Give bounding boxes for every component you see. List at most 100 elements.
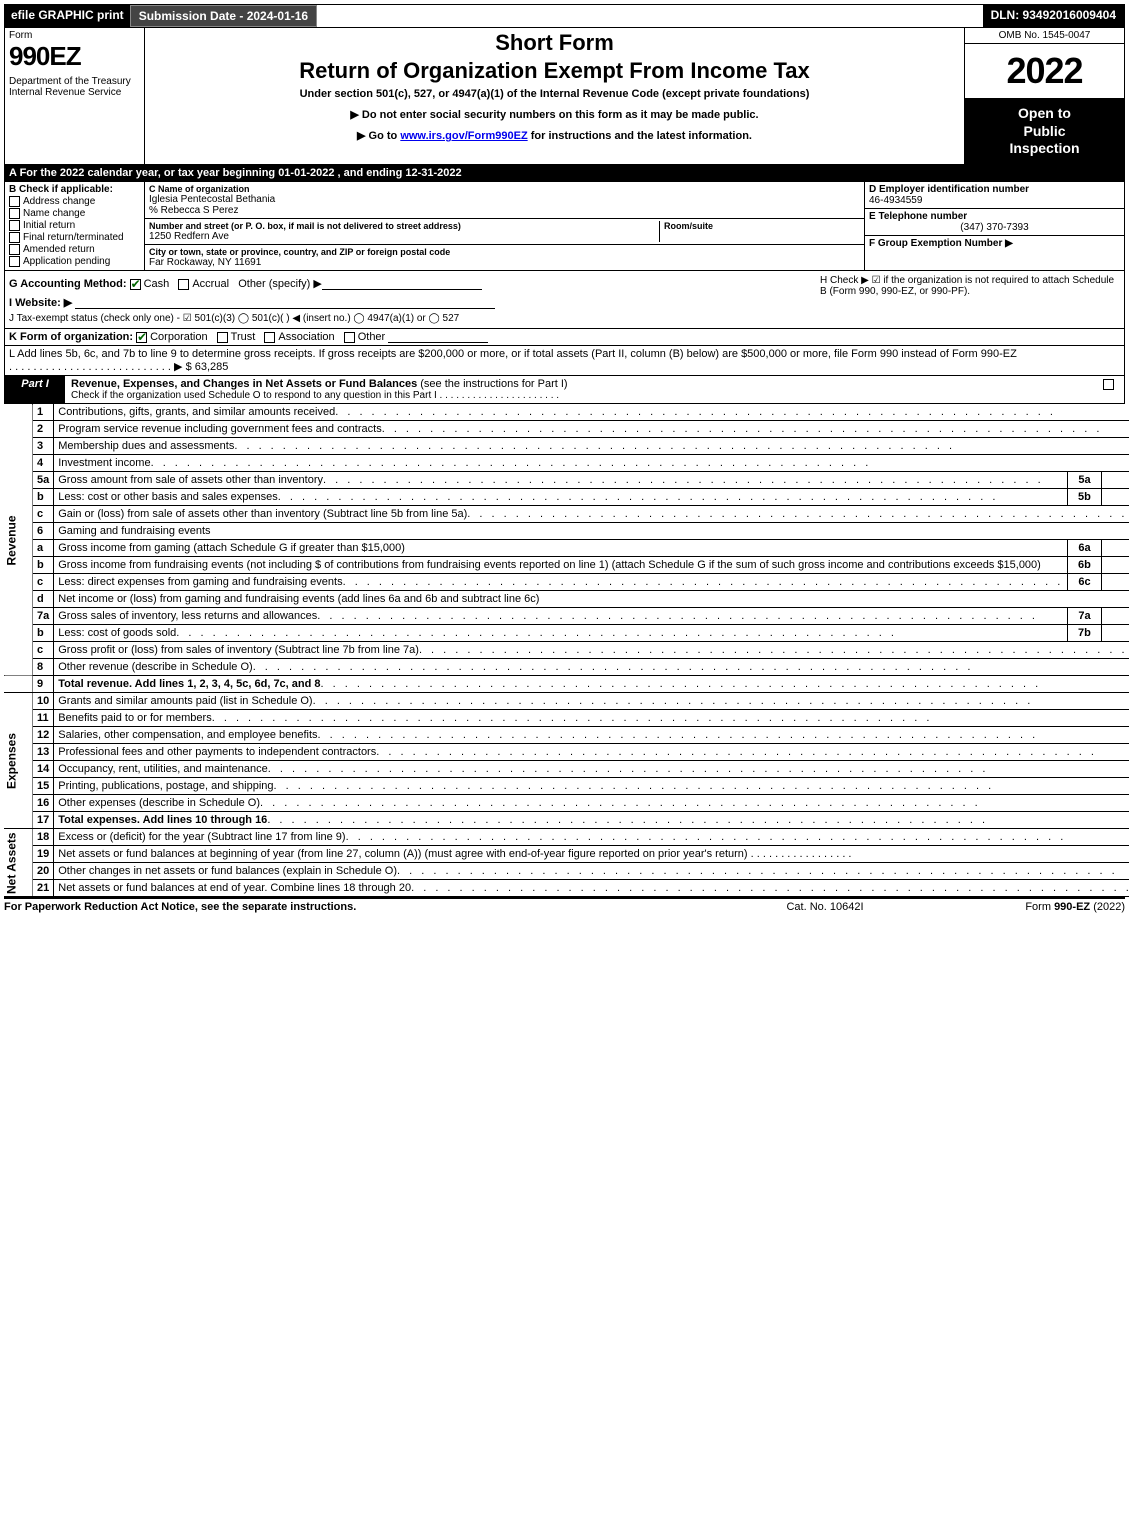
efile-label[interactable]: efile GRAPHIC print bbox=[5, 5, 130, 27]
l10-desc: Grants and similar amounts paid (list in… bbox=[58, 695, 312, 707]
section-ghij: H Check ▶ ☑ if the organization is not r… bbox=[4, 271, 1125, 329]
l6c-desc: Less: direct expenses from gaming and fu… bbox=[58, 576, 342, 588]
k-label: K Form of organization: bbox=[9, 331, 133, 343]
city-row: City or town, state or province, country… bbox=[145, 245, 864, 271]
l5c-num: c bbox=[33, 506, 54, 523]
line-1: Revenue 1 Contributions, gifts, grants, … bbox=[4, 404, 1129, 421]
submission-date-button[interactable]: Submission Date - 2024-01-16 bbox=[130, 5, 317, 27]
irs-link[interactable]: www.irs.gov/Form990EZ bbox=[400, 130, 527, 142]
chk-amended-return[interactable]: Amended return bbox=[9, 244, 140, 255]
org-name-row: C Name of organization Iglesia Pentecost… bbox=[145, 182, 864, 219]
l6d-desc: Net income or (loss) from gaming and fun… bbox=[58, 593, 539, 605]
line-7b: b Less: cost of goods sold 7b bbox=[4, 625, 1129, 642]
l2-desc: Program service revenue including govern… bbox=[58, 423, 381, 435]
l5a-sk: 5a bbox=[1068, 472, 1101, 489]
assoc-label: Association bbox=[278, 331, 334, 343]
goto-post: for instructions and the latest informat… bbox=[528, 130, 752, 142]
l5a-num: 5a bbox=[33, 472, 54, 489]
form-header: Form 990EZ Department of the Treasury In… bbox=[4, 28, 1125, 165]
l21-desc: Net assets or fund balances at end of ye… bbox=[58, 882, 411, 894]
org-name-label: C Name of organization bbox=[149, 184, 860, 194]
phone-label: E Telephone number bbox=[869, 211, 1120, 222]
footer-mid: Cat. No. 10642I bbox=[725, 901, 925, 913]
l19-desc: Net assets or fund balances at beginning… bbox=[58, 848, 747, 860]
l6b-sv bbox=[1101, 557, 1129, 574]
l6b-desc: Gross income from fundraising events (no… bbox=[54, 557, 1068, 574]
row-k: K Form of organization: Corporation Trus… bbox=[4, 329, 1125, 346]
l8-desc: Other revenue (describe in Schedule O) bbox=[58, 661, 252, 673]
g-label: G Accounting Method: bbox=[9, 278, 127, 290]
side-revenue: Revenue bbox=[4, 404, 33, 676]
chk-application-pending[interactable]: Application pending bbox=[9, 256, 140, 267]
part-i-checkbox[interactable] bbox=[1096, 376, 1124, 403]
other-label: Other (specify) ▶ bbox=[238, 278, 322, 290]
l6-num: 6 bbox=[33, 523, 54, 540]
l5b-sk: 5b bbox=[1068, 489, 1101, 506]
side-blank-9 bbox=[4, 676, 33, 693]
l7b-sv bbox=[1101, 625, 1129, 642]
l5a-sv bbox=[1101, 472, 1129, 489]
l6a-desc: Gross income from gaming (attach Schedul… bbox=[54, 540, 1068, 557]
l15-desc: Printing, publications, postage, and shi… bbox=[58, 780, 273, 792]
page-footer: For Paperwork Reduction Act Notice, see … bbox=[4, 897, 1125, 915]
topbar-spacer bbox=[317, 5, 982, 27]
chk-cash[interactable] bbox=[130, 279, 141, 290]
main-title: Return of Organization Exempt From Incom… bbox=[151, 58, 958, 84]
part-i-header: Part I Revenue, Expenses, and Changes in… bbox=[4, 376, 1125, 404]
l6a-num: a bbox=[33, 540, 54, 557]
section-bcdef: B Check if applicable: Address change Na… bbox=[4, 182, 1125, 272]
line-10: Expenses 10 Grants and similar amounts p… bbox=[4, 693, 1129, 710]
website-blank[interactable] bbox=[75, 297, 495, 309]
group-exemption-label: F Group Exemption Number ▶ bbox=[869, 238, 1013, 249]
part-i-paren: (see the instructions for Part I) bbox=[420, 378, 567, 390]
street-label: Number and street (or P. O. box, if mail… bbox=[149, 221, 655, 231]
l6c-num: c bbox=[33, 574, 54, 591]
phone-row: E Telephone number (347) 370-7393 bbox=[865, 209, 1124, 236]
form-word: Form bbox=[9, 30, 140, 41]
phone-value: (347) 370-7393 bbox=[869, 222, 1120, 233]
top-bar: efile GRAPHIC print Submission Date - 20… bbox=[4, 4, 1125, 28]
org-name: Iglesia Pentecostal Bethania bbox=[149, 194, 860, 205]
omb-number: OMB No. 1545-0047 bbox=[965, 28, 1124, 44]
chk-corporation[interactable] bbox=[136, 332, 147, 343]
chk-initial-return[interactable]: Initial return bbox=[9, 220, 140, 231]
l20-num: 20 bbox=[33, 863, 54, 880]
part-i-table: Revenue 1 Contributions, gifts, grants, … bbox=[4, 404, 1129, 897]
header-center: Short Form Return of Organization Exempt… bbox=[145, 28, 964, 164]
other-blank[interactable] bbox=[322, 278, 482, 290]
subtitle: Under section 501(c), 527, or 4947(a)(1)… bbox=[151, 88, 958, 100]
l6a-sk: 6a bbox=[1068, 540, 1101, 557]
goto-notice: ▶ Go to www.irs.gov/Form990EZ for instru… bbox=[151, 129, 958, 142]
chk-address-change[interactable]: Address change bbox=[9, 196, 140, 207]
line-5b: b Less: cost or other basis and sales ex… bbox=[4, 489, 1129, 506]
l7a-num: 7a bbox=[33, 608, 54, 625]
chk-name-change[interactable]: Name change bbox=[9, 208, 140, 219]
chk-final-return[interactable]: Final return/terminated bbox=[9, 232, 140, 243]
l7b-sk: 7b bbox=[1068, 625, 1101, 642]
chk-trust[interactable] bbox=[217, 332, 228, 343]
l6b-sk: 6b bbox=[1068, 557, 1101, 574]
l13-desc: Professional fees and other payments to … bbox=[58, 746, 376, 758]
l7a-sv bbox=[1101, 608, 1129, 625]
l17-desc: Total expenses. Add lines 10 through 16 bbox=[58, 814, 267, 826]
l6c-sv bbox=[1101, 574, 1129, 591]
chk-accrual[interactable] bbox=[178, 279, 189, 290]
l7b-num: b bbox=[33, 625, 54, 642]
open-to-public-box: Open to Public Inspection bbox=[965, 99, 1124, 164]
line-11: 11 Benefits paid to or for members 11 bbox=[4, 710, 1129, 727]
row-a-taxyear: A For the 2022 calendar year, or tax yea… bbox=[4, 165, 1125, 182]
care-of: % Rebecca S Perez bbox=[149, 205, 860, 216]
l7c-num: c bbox=[33, 642, 54, 659]
l4-desc: Investment income bbox=[58, 457, 150, 469]
l5b-num: b bbox=[33, 489, 54, 506]
line-6b: b Gross income from fundraising events (… bbox=[4, 557, 1129, 574]
line-21: 21 Net assets or fund balances at end of… bbox=[4, 880, 1129, 897]
l18-desc: Excess or (deficit) for the year (Subtra… bbox=[58, 831, 345, 843]
chk-other-org[interactable] bbox=[344, 332, 355, 343]
other-org-blank[interactable] bbox=[388, 331, 488, 343]
i-label: I Website: ▶ bbox=[9, 297, 72, 309]
l5a-desc: Gross amount from sale of assets other t… bbox=[58, 474, 323, 486]
l14-desc: Occupancy, rent, utilities, and maintena… bbox=[58, 763, 268, 775]
chk-association[interactable] bbox=[264, 332, 275, 343]
l5b-sv bbox=[1101, 489, 1129, 506]
